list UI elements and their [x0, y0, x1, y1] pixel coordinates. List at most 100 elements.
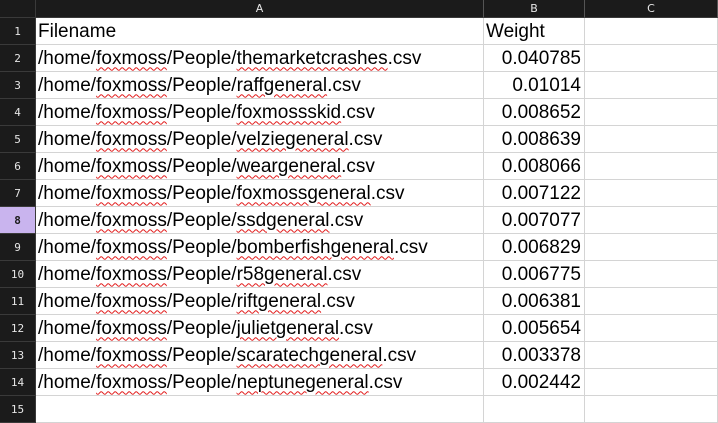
cell-c13[interactable]: [585, 342, 718, 369]
row-header-6[interactable]: 6: [0, 153, 36, 180]
row-header-15[interactable]: 15: [0, 396, 36, 423]
column-header-b[interactable]: B: [484, 0, 585, 18]
cell-b3[interactable]: 0.01014: [484, 72, 585, 99]
cell-b11[interactable]: 0.006381: [484, 288, 585, 315]
row-header-9[interactable]: 9: [0, 234, 36, 261]
cell-c3[interactable]: [585, 72, 718, 99]
cell-b7[interactable]: 0.007122: [484, 180, 585, 207]
path-prefix: /home/: [38, 128, 97, 150]
cell-b9[interactable]: 0.006829: [484, 234, 585, 261]
cell-b8[interactable]: 0.007077: [484, 207, 585, 234]
path-extension: .csv: [339, 317, 373, 339]
cell-b1[interactable]: Weight: [484, 18, 585, 45]
cell-b2[interactable]: 0.040785: [484, 45, 585, 72]
cell-a7[interactable]: /home/foxmoss/People/foxmossgeneral .csv: [36, 180, 484, 207]
cell-a6[interactable]: /home/foxmoss/People/weargeneral .csv: [36, 153, 484, 180]
row-header-14[interactable]: 14: [0, 369, 36, 396]
cell-a13[interactable]: /home/foxmoss/People/scaratechgeneral .cs…: [36, 342, 484, 369]
row-header-12[interactable]: 12: [0, 315, 36, 342]
path-folder: /People/: [166, 209, 237, 231]
cell-b13[interactable]: 0.003378: [484, 342, 585, 369]
row-header-3[interactable]: 3: [0, 72, 36, 99]
path-folder: /People/: [166, 74, 237, 96]
path-filename: scaratechgeneral: [236, 344, 383, 366]
path-extension: .csv: [348, 128, 383, 150]
cell-c1[interactable]: [585, 18, 718, 45]
cell-c9[interactable]: [585, 234, 718, 261]
cell-b5[interactable]: 0.008639: [484, 126, 585, 153]
path-prefix: /home/: [38, 155, 97, 177]
cell-c12[interactable]: [585, 315, 718, 342]
path-filename: r58general: [236, 263, 328, 285]
column-header-c[interactable]: C: [585, 0, 718, 18]
cell-c2[interactable]: [585, 45, 718, 72]
cell-a1[interactable]: Filename: [36, 18, 484, 45]
path-filename: julietgeneral: [236, 317, 340, 339]
cell-a4[interactable]: /home/foxmoss/People/foxmossskid .csv: [36, 99, 484, 126]
path-folder: /People/: [166, 101, 237, 123]
row-header-8[interactable]: 8: [0, 207, 36, 234]
cell-b4[interactable]: 0.008652: [484, 99, 585, 126]
path-prefix: /home/: [38, 182, 97, 204]
path-extension: .csv: [370, 182, 405, 204]
path-folder: /People/: [166, 236, 237, 258]
cell-c11[interactable]: [585, 288, 718, 315]
cell-a3[interactable]: /home/foxmoss/People/raffgeneral .csv: [36, 72, 484, 99]
path-user: foxmoss: [96, 209, 167, 231]
path-filename: bomberfishgeneral: [236, 236, 394, 258]
path-prefix: /home/: [38, 47, 97, 69]
cell-a11[interactable]: /home/foxmoss/People/riftgeneral .csv: [36, 288, 484, 315]
row-header-7[interactable]: 7: [0, 180, 36, 207]
cell-c4[interactable]: [585, 99, 718, 126]
cell-b12[interactable]: 0.005654: [484, 315, 585, 342]
cell-a9[interactable]: /home/foxmoss/People/bomberfishgeneral .c…: [36, 234, 484, 261]
cell-b15[interactable]: [484, 396, 585, 423]
cell-c7[interactable]: [585, 180, 718, 207]
cell-a5[interactable]: /home/foxmoss/People/velziegeneral .csv: [36, 126, 484, 153]
row-header-5[interactable]: 5: [0, 126, 36, 153]
select-all-corner[interactable]: [0, 0, 36, 18]
cell-b10[interactable]: 0.006775: [484, 261, 585, 288]
cell-a2[interactable]: /home/foxmoss/People/themarketcrashes .cs…: [36, 45, 484, 72]
path-filename: riftgeneral: [236, 290, 322, 312]
cell-a15[interactable]: [36, 396, 484, 423]
path-extension: .csv: [341, 101, 375, 123]
cell-c5[interactable]: [585, 126, 718, 153]
path-user: foxmoss: [96, 47, 167, 69]
path-user: foxmoss: [96, 236, 167, 258]
cell-a14[interactable]: /home/foxmoss/People/neptunegeneral .csv: [36, 369, 484, 396]
row-header-10[interactable]: 10: [0, 261, 36, 288]
cell-c6[interactable]: [585, 153, 718, 180]
path-folder: /People/: [166, 371, 237, 393]
row-header-11[interactable]: 11: [0, 288, 36, 315]
path-user: foxmoss: [96, 290, 167, 312]
path-extension: .csv: [329, 209, 364, 231]
cell-b6[interactable]: 0.008066: [484, 153, 585, 180]
column-header-a[interactable]: A: [36, 0, 484, 18]
path-folder: /People/: [166, 344, 237, 366]
path-prefix: /home/: [38, 344, 97, 366]
cell-a12[interactable]: /home/foxmoss/People/julietgeneral .csv: [36, 315, 484, 342]
path-user: foxmoss: [96, 317, 167, 339]
row-header-13[interactable]: 13: [0, 342, 36, 369]
cell-c15[interactable]: [585, 396, 718, 423]
cell-b14[interactable]: 0.002442: [484, 369, 585, 396]
cell-c14[interactable]: [585, 369, 718, 396]
path-extension: .csv: [393, 236, 428, 258]
path-filename: velziegeneral: [236, 128, 349, 150]
path-extension: .csv: [382, 344, 417, 366]
path-extension: .csv: [327, 263, 362, 285]
path-user: foxmoss: [96, 101, 167, 123]
path-folder: /People/: [166, 47, 237, 69]
cell-a10[interactable]: /home/foxmoss/People/r58general .csv: [36, 261, 484, 288]
row-header-1[interactable]: 1: [0, 18, 36, 45]
cell-c10[interactable]: [585, 261, 718, 288]
path-extension: .csv: [321, 290, 355, 312]
cell-a8[interactable]: /home/foxmoss/People/ssdgeneral .csv: [36, 207, 484, 234]
cell-c8[interactable]: [585, 207, 718, 234]
row-header-2[interactable]: 2: [0, 45, 36, 72]
row-header-4[interactable]: 4: [0, 99, 36, 126]
path-filename: themarketcrashes: [236, 47, 388, 69]
